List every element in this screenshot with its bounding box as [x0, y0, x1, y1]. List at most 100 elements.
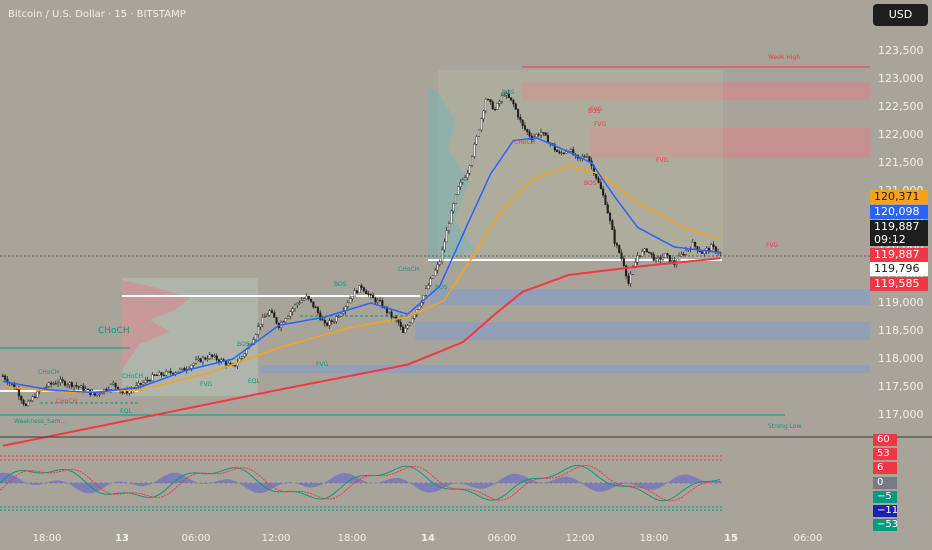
candle-body	[535, 134, 538, 138]
bullish-zones	[260, 289, 870, 373]
candle-body	[194, 359, 198, 364]
volume-profile-histogram	[122, 280, 190, 370]
candle-body	[701, 251, 704, 254]
candle-body	[282, 321, 285, 323]
candle-body	[606, 204, 609, 214]
candle-body	[374, 297, 377, 303]
smc-annotation-label: EQL	[248, 378, 260, 385]
price-tick-label: 118,500	[878, 324, 924, 337]
candle-body	[29, 400, 32, 402]
price-tick-label: 122,000	[878, 128, 924, 141]
candle-body	[254, 334, 257, 341]
candle-body	[162, 374, 165, 376]
candle-body	[158, 372, 161, 376]
volume-profile-histogram-2	[428, 85, 475, 262]
candle-body	[436, 264, 439, 271]
candle-body	[597, 178, 600, 183]
candle-body	[211, 354, 214, 357]
candle-body	[418, 305, 421, 310]
candle-body	[305, 295, 308, 300]
price-tick-label: 122,500	[878, 100, 924, 113]
time-tick-label: 14	[421, 533, 435, 544]
candle-body	[66, 384, 69, 386]
candle-body	[625, 265, 628, 277]
candle-body	[137, 382, 140, 386]
candle-body	[15, 388, 18, 390]
candle-body	[443, 241, 446, 251]
smc-annotation-label: FVG	[200, 381, 213, 388]
candle-body	[498, 101, 501, 104]
smc-annotation-label: CHoCH	[98, 326, 130, 336]
candle-body	[319, 312, 322, 320]
candle-body	[712, 244, 715, 247]
candle-body	[139, 382, 142, 385]
candle-body	[560, 152, 563, 154]
candle-body	[273, 312, 276, 318]
candle-body	[268, 310, 271, 316]
ema-mid-line	[2, 165, 721, 394]
price-marker-label: 119,585	[870, 277, 928, 291]
bar-countdown: 09:12	[874, 233, 906, 246]
candle-body	[356, 290, 359, 294]
candle-body	[229, 363, 232, 365]
smc-annotation-label: Week High	[768, 54, 801, 61]
candle-body	[661, 256, 664, 260]
candle-body	[20, 396, 23, 401]
smc-annotation-label: FVG	[766, 242, 779, 249]
candle-body	[636, 255, 639, 263]
candle-body	[408, 322, 412, 326]
candle-body	[388, 311, 391, 313]
candle-body	[622, 258, 625, 266]
candle-body	[204, 357, 207, 360]
candle-body	[507, 93, 510, 98]
candle-body	[457, 186, 460, 195]
price-tick-label: 123,500	[878, 44, 924, 57]
candle-body	[369, 294, 372, 296]
candle-body	[293, 304, 297, 310]
candle-body	[615, 243, 618, 246]
candle-body	[588, 156, 591, 162]
candle-body	[556, 149, 559, 153]
currency-button[interactable]: USD	[873, 4, 928, 26]
oscillator-level-label: 0	[873, 477, 897, 489]
candle-body	[595, 173, 598, 179]
candle-body	[208, 354, 211, 360]
candle-body	[682, 253, 685, 256]
candle-body	[307, 295, 310, 300]
smc-annotation-label: BOS	[584, 180, 597, 187]
candle-body	[390, 311, 393, 318]
candle-body	[471, 156, 474, 166]
candle-body	[24, 403, 27, 406]
candle-body	[79, 385, 83, 388]
candle-body	[632, 267, 635, 275]
candle-body	[558, 151, 561, 154]
candle-body	[298, 302, 301, 304]
candle-body	[710, 244, 713, 251]
candle-body	[365, 290, 368, 295]
candle-body	[353, 290, 356, 297]
time-tick-label: 06:00	[487, 533, 517, 544]
candle-body	[510, 97, 513, 101]
candle-body	[323, 319, 326, 324]
candle-body	[376, 300, 379, 303]
time-tick-label: 18:00	[32, 533, 62, 544]
candle-body	[611, 220, 614, 230]
candle-body	[171, 372, 175, 375]
candle-body	[494, 108, 497, 111]
candle-body	[213, 355, 216, 357]
candle-body	[183, 367, 186, 371]
candle-body	[358, 285, 361, 294]
bullish-order-block-zone	[415, 322, 870, 340]
smc-annotation-label: BOS	[334, 281, 347, 288]
candle-body	[413, 314, 416, 319]
candle-body	[694, 241, 697, 247]
candle-body	[17, 389, 21, 397]
candle-body	[270, 310, 274, 313]
candle-body	[450, 210, 453, 225]
candle-body	[77, 386, 80, 388]
oscillator-level-label: −5	[873, 491, 897, 503]
price-marker-label: 119,887	[870, 248, 928, 262]
candle-body	[540, 132, 543, 136]
candle-body	[441, 249, 444, 262]
